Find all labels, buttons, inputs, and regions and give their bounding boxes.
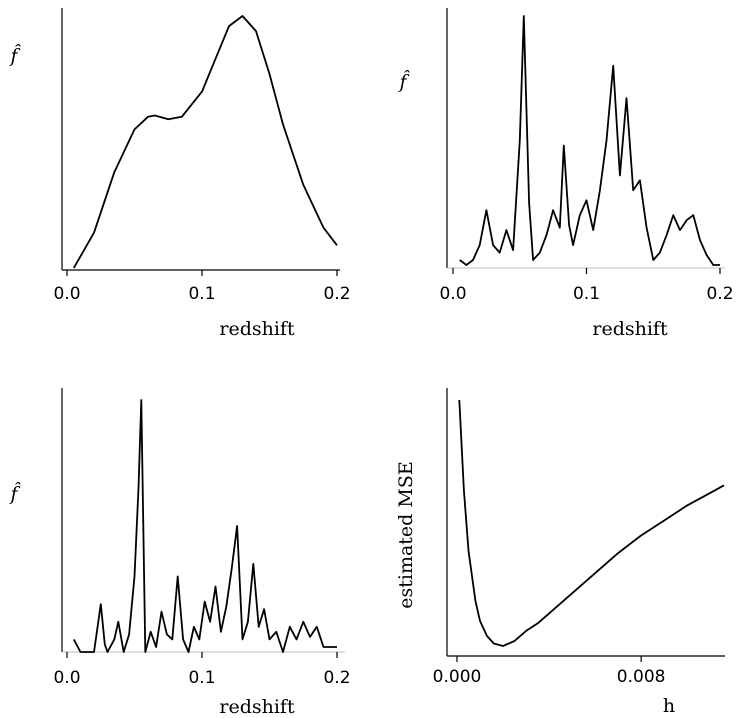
y-axis-label: f̂: [397, 70, 410, 93]
x-tick-label: 0.0: [53, 668, 80, 688]
x-tick-label: 0.008: [617, 667, 666, 687]
panel-top-right: 0.0 0.1 0.2 redshift f̂: [397, 8, 734, 340]
x-tick-label: 0.0: [53, 284, 80, 304]
x-tick-label: 0.1: [573, 284, 600, 304]
x-tick-group: 0.0 0.1 0.2: [439, 268, 734, 304]
mse-curve: [458, 399, 725, 647]
x-axis-label: h: [663, 695, 675, 717]
x-tick-label: 0.1: [188, 284, 215, 304]
x-tick-label: 0.1: [188, 668, 215, 688]
panel-bottom-right: 0.000 0.008 h estimated MSE: [395, 388, 725, 717]
y-axis-label: estimated MSE: [395, 461, 417, 608]
y-axis-label: f̂: [8, 44, 21, 67]
x-tick-label: 0.2: [323, 284, 350, 304]
density-curve: [73, 399, 337, 653]
density-curve: [73, 15, 338, 269]
x-tick-label: 0.2: [323, 668, 350, 688]
x-tick-group: 0.0 0.1 0.2: [53, 270, 351, 304]
x-tick-label: 0.0: [439, 284, 466, 304]
x-tick-group: 0.000 0.008: [433, 656, 666, 687]
density-curve: [459, 15, 720, 266]
x-axis-label: redshift: [219, 318, 295, 340]
x-tick-label: 0.2: [706, 284, 733, 304]
x-axis-label: redshift: [219, 696, 295, 718]
x-tick-group: 0.0 0.1 0.2: [53, 652, 351, 688]
x-axis-label: redshift: [592, 318, 668, 340]
panel-top-left: 0.0 0.1 0.2 redshift f̂: [8, 8, 351, 340]
y-axis-label: f̂: [8, 482, 21, 505]
x-tick-label: 0.000: [433, 667, 482, 687]
panel-bottom-left: 0.0 0.1 0.2 redshift f̂: [8, 388, 351, 718]
